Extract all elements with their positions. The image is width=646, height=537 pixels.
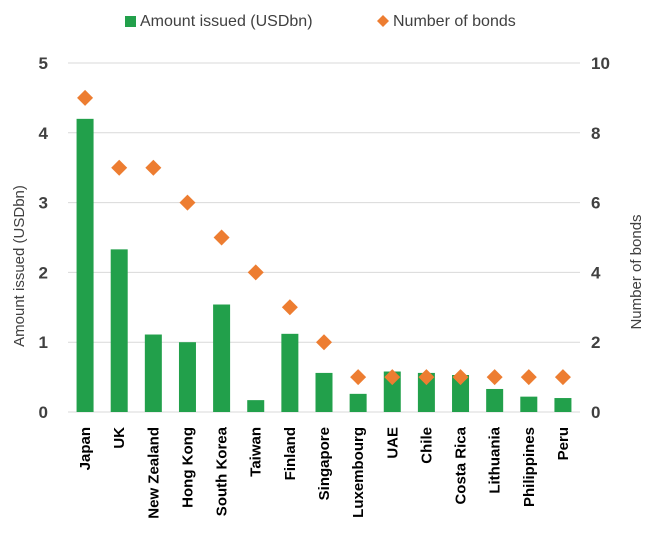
category-label: Chile <box>418 427 435 464</box>
marker-series <box>77 89 571 386</box>
category-labels: Japan UK New Zealand Hong Kong South Korea Ta… <box>77 426 572 518</box>
category-label: Luxembourg <box>350 427 367 518</box>
left-tick-label: 3 <box>39 194 48 213</box>
bar-taiwan <box>247 400 265 412</box>
marker-lithuania <box>486 369 503 386</box>
right-tick-label: 4 <box>591 263 601 282</box>
bar-chile <box>417 372 435 412</box>
category-label: UAE <box>384 427 401 459</box>
bar-lithuania <box>486 388 504 412</box>
bar-finland <box>281 333 299 412</box>
bar-philippines <box>520 396 538 412</box>
marker-taiwan <box>247 264 264 281</box>
category-label: Finland <box>282 427 299 480</box>
marker-singapore <box>316 334 332 351</box>
category-label: Japan <box>77 427 94 470</box>
marker-uk <box>111 159 128 176</box>
legend-number-of-bonds: Number of bonds <box>393 13 516 30</box>
marker-chile <box>418 369 435 386</box>
left-axis-title: Amount issued (USDbn) <box>11 185 28 347</box>
marker-new-zealand <box>145 159 162 176</box>
bar-new-zealand <box>144 334 162 412</box>
category-label: UK <box>111 427 128 449</box>
bar-peru <box>554 398 572 412</box>
category-label: Philippines <box>521 427 538 507</box>
bar-series <box>76 118 572 412</box>
bar-luxembourg <box>349 393 367 412</box>
marker-hong-kong <box>179 194 196 211</box>
left-tick-label: 5 <box>39 54 48 73</box>
marker-finland <box>281 299 298 316</box>
marker-japan <box>77 89 94 106</box>
legend-diamond-swatch <box>377 15 389 27</box>
bar-hong-kong <box>178 342 196 412</box>
category-label: New Zealand <box>145 427 162 519</box>
legend-bar-swatch <box>125 16 136 27</box>
right-tick-label: 8 <box>591 124 600 143</box>
right-tick-label: 0 <box>591 403 600 422</box>
marker-peru <box>554 369 571 386</box>
category-label: Taiwan <box>248 427 265 477</box>
category-label: Singapore <box>316 427 333 500</box>
legend: Amount issued (USDbn) Number of bonds <box>125 13 516 30</box>
bar-japan <box>76 118 94 412</box>
marker-south-korea <box>213 229 230 246</box>
right-axis-title: Number of bonds <box>628 214 645 329</box>
right-tick-label: 10 <box>591 54 610 73</box>
category-label: Lithuania <box>487 426 504 493</box>
bar-singapore <box>315 372 333 412</box>
marker-philippines <box>520 369 537 386</box>
category-label: Peru <box>555 427 572 460</box>
right-tick-label: 2 <box>591 333 600 352</box>
marker-uae <box>384 369 401 386</box>
category-label: South Korea <box>214 426 231 516</box>
marker-luxembourg <box>350 369 367 386</box>
left-tick-label: 4 <box>39 124 49 143</box>
left-axis-ticks: 0 1 2 3 4 5 <box>39 54 49 422</box>
gridlines <box>68 62 580 413</box>
category-label: Hong Kong <box>179 427 196 508</box>
legend-amount-issued: Amount issued (USDbn) <box>140 13 313 30</box>
bar-uae <box>383 371 401 412</box>
left-tick-label: 0 <box>39 403 48 422</box>
right-axis-ticks: 0 2 4 6 8 10 <box>591 54 610 422</box>
bar-uk <box>110 249 128 412</box>
marker-costa-rica <box>452 369 469 386</box>
right-tick-label: 6 <box>591 194 600 213</box>
bar-costa-rica <box>452 375 470 412</box>
bar-south-korea <box>213 304 231 412</box>
category-label: Costa Rica <box>453 426 470 504</box>
left-tick-label: 1 <box>39 333 48 352</box>
left-tick-label: 2 <box>39 263 48 282</box>
